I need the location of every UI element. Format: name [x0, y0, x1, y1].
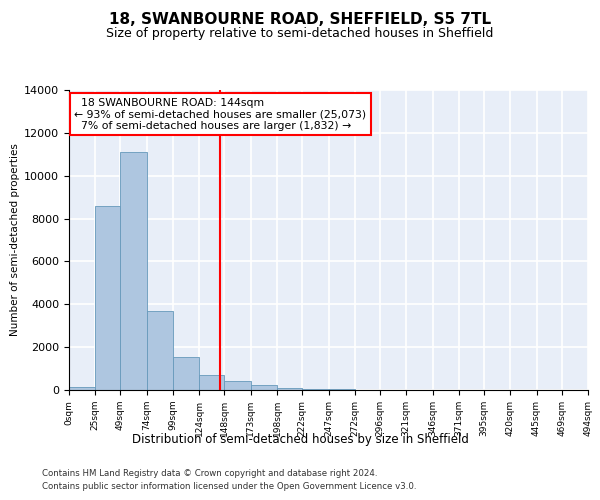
Bar — [277, 388, 302, 390]
Text: Contains public sector information licensed under the Open Government Licence v3: Contains public sector information licen… — [42, 482, 416, 491]
Text: Distribution of semi-detached houses by size in Sheffield: Distribution of semi-detached houses by … — [131, 432, 469, 446]
Bar — [199, 375, 224, 390]
Y-axis label: Number of semi-detached properties: Number of semi-detached properties — [10, 144, 20, 336]
Bar — [302, 389, 329, 390]
Text: Contains HM Land Registry data © Crown copyright and database right 2024.: Contains HM Land Registry data © Crown c… — [42, 468, 377, 477]
Bar — [69, 387, 95, 390]
Text: 18 SWANBOURNE ROAD: 144sqm
← 93% of semi-detached houses are smaller (25,073)
  : 18 SWANBOURNE ROAD: 144sqm ← 93% of semi… — [74, 98, 367, 130]
Bar — [95, 206, 121, 390]
Bar — [224, 382, 251, 390]
Bar — [147, 310, 173, 390]
Bar — [251, 386, 277, 390]
Text: Size of property relative to semi-detached houses in Sheffield: Size of property relative to semi-detach… — [106, 28, 494, 40]
Bar — [121, 152, 147, 390]
Text: 18, SWANBOURNE ROAD, SHEFFIELD, S5 7TL: 18, SWANBOURNE ROAD, SHEFFIELD, S5 7TL — [109, 12, 491, 28]
Bar — [173, 357, 199, 390]
